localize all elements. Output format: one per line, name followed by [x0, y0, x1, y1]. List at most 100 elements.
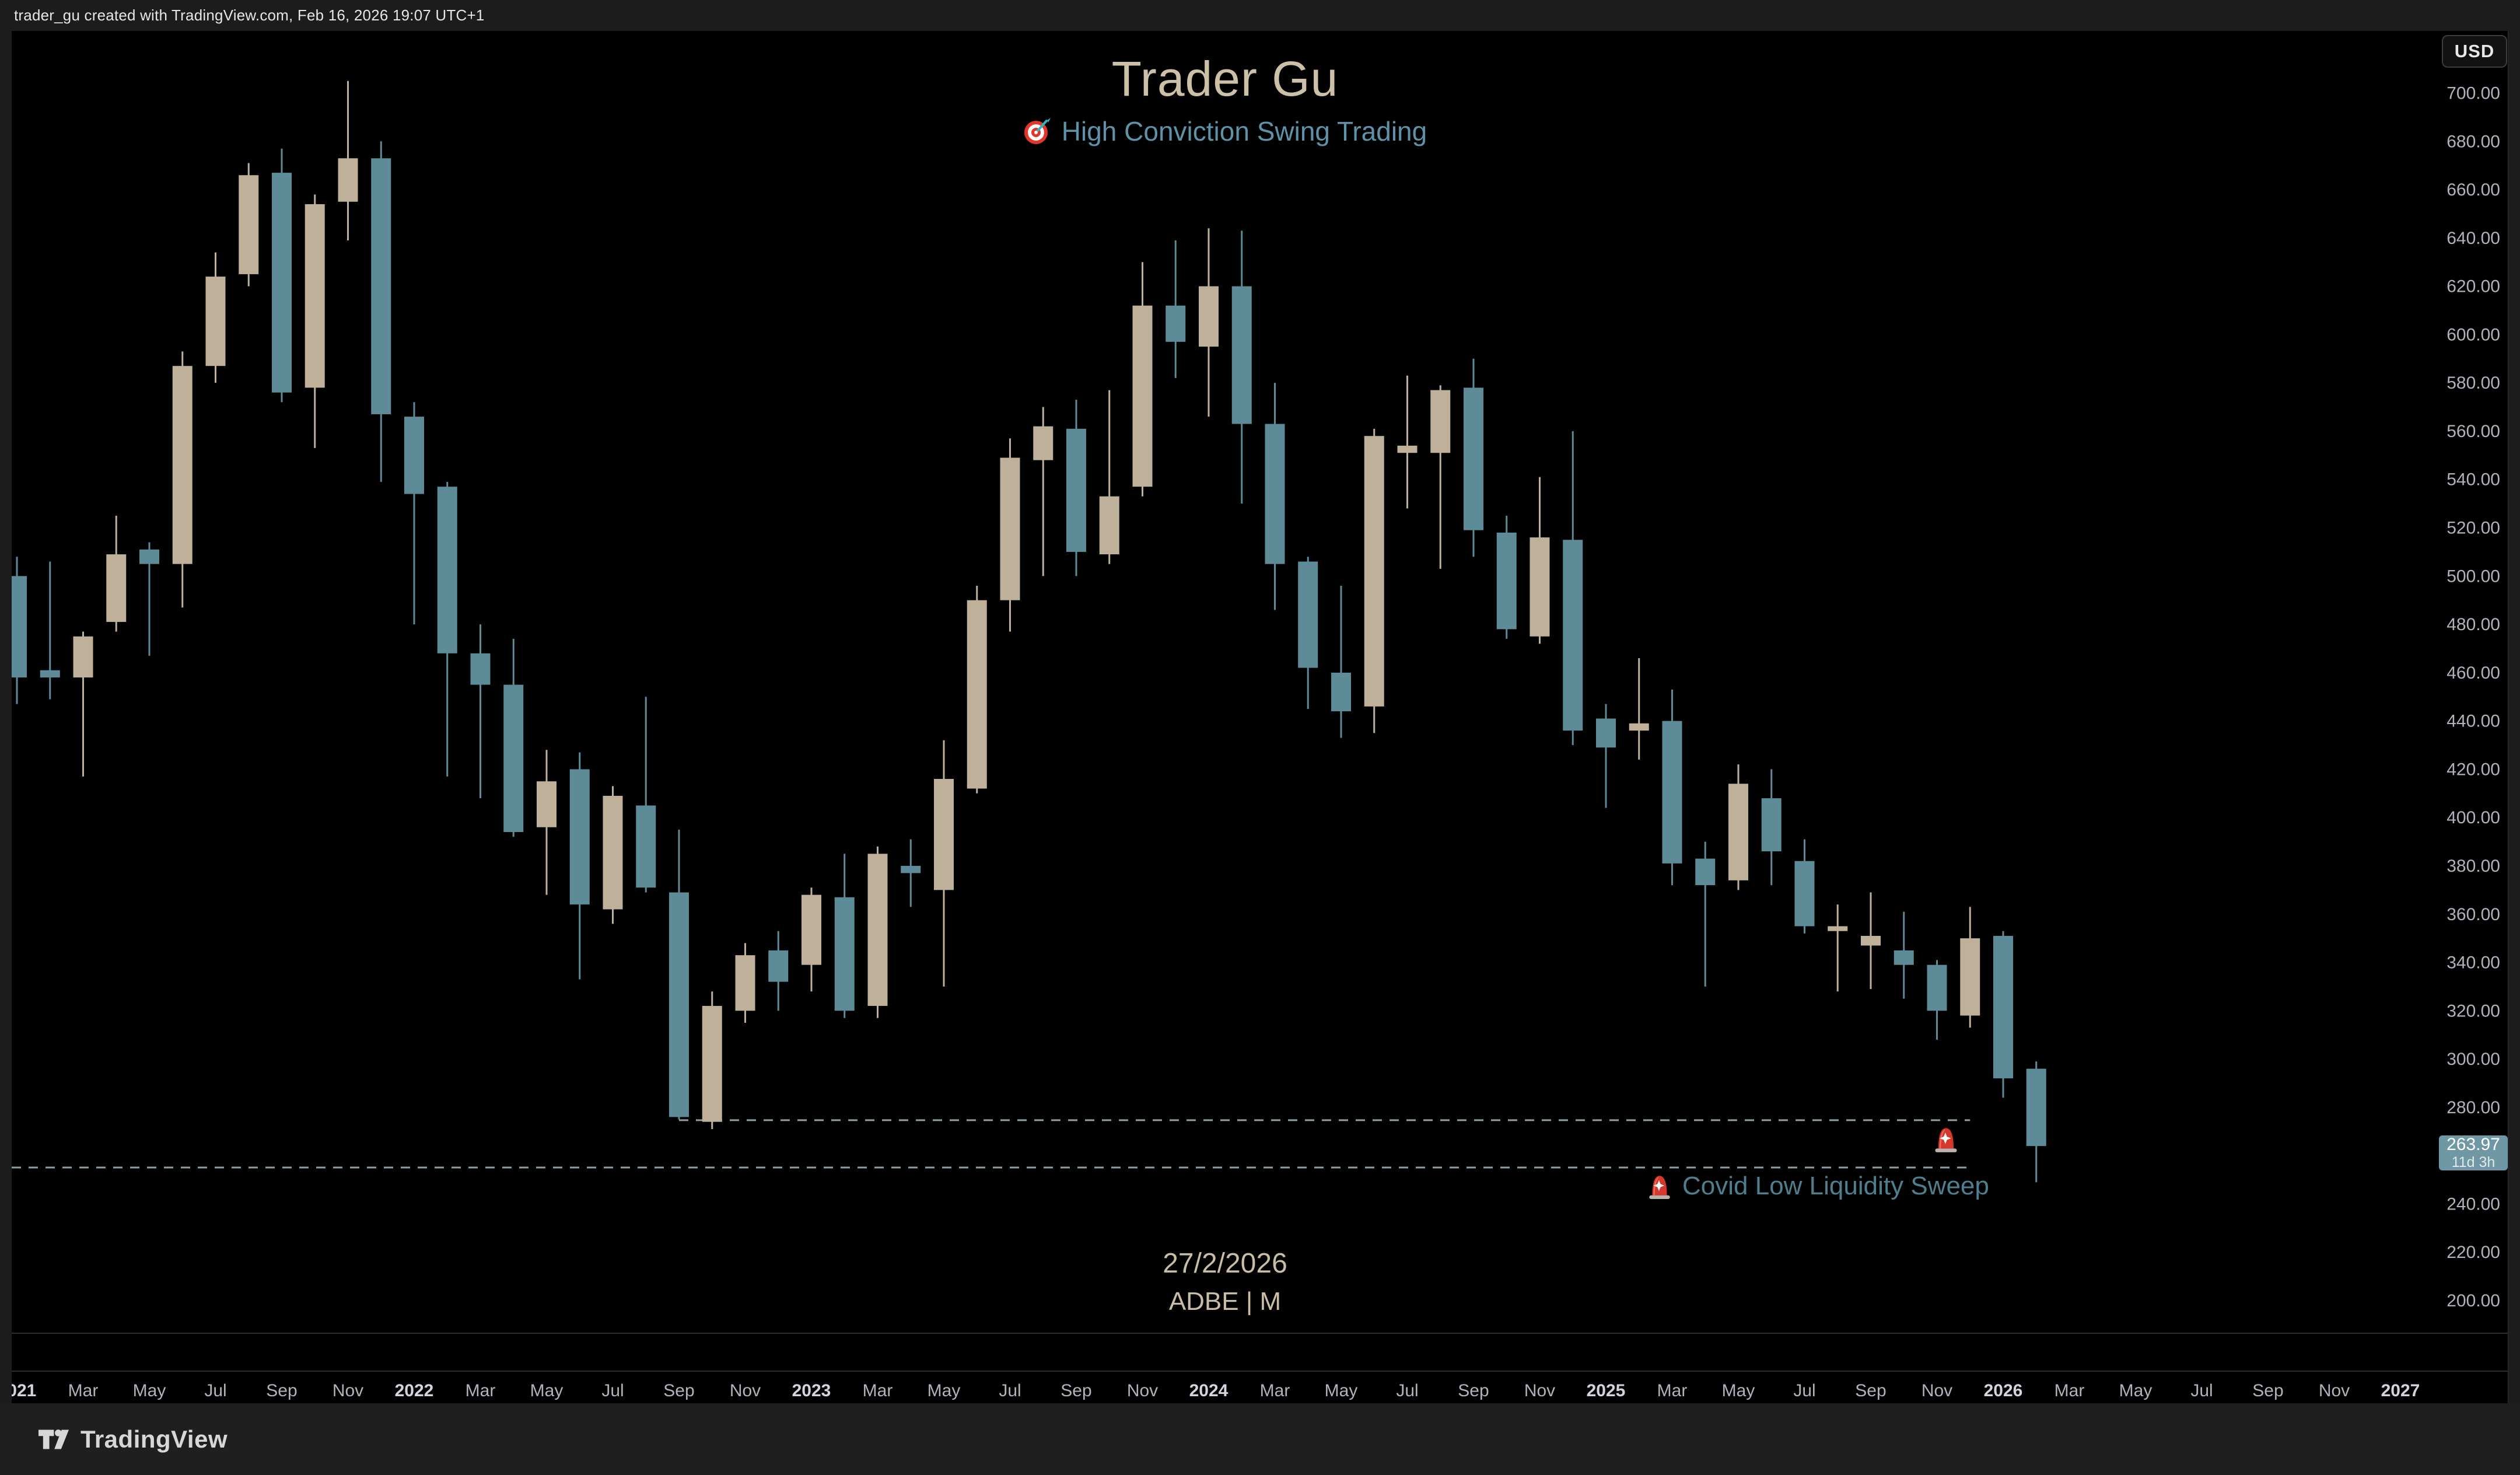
price-tick: 640.00: [2446, 229, 2500, 248]
candle: [1629, 658, 1649, 760]
candle: [1993, 931, 2013, 1098]
time-tick: 2027: [2381, 1381, 2420, 1400]
footer-bar: TradingView: [0, 1403, 2520, 1475]
candle: [1231, 230, 1252, 504]
time-tick: Mar: [1657, 1381, 1688, 1400]
candle: [304, 194, 325, 448]
price-tick: 200.00: [2446, 1291, 2500, 1310]
candle: [802, 887, 821, 992]
price-tick: 520.00: [2446, 519, 2500, 538]
candles: [12, 81, 2046, 1183]
time-tick: Nov: [1524, 1381, 1555, 1400]
time-tick: Sep: [1458, 1381, 1489, 1400]
time-tick: Nov: [1127, 1381, 1158, 1400]
tradingview-logo-icon: [38, 1427, 69, 1452]
time-tick: Nov: [2319, 1381, 2350, 1400]
candle: [272, 148, 292, 403]
candle: [437, 481, 457, 777]
price-tick: 220.00: [2446, 1243, 2500, 1262]
time-tick: Jul: [999, 1381, 1021, 1400]
candle: [1927, 960, 1947, 1040]
price-tick: 540.00: [2446, 470, 2500, 490]
currency-toggle-button[interactable]: USD: [2442, 35, 2507, 68]
time-tick: 2025: [1587, 1381, 1626, 1400]
watermark-date: 27/2/2026: [1163, 1248, 1287, 1279]
candle: [702, 991, 722, 1130]
time-tick: Jul: [2190, 1381, 2213, 1400]
candle: [371, 141, 391, 482]
candle: [106, 515, 127, 632]
time-tick: Jul: [1793, 1381, 1815, 1400]
covid-low-annotation: Covid Low Liquidity Sweep: [1647, 1172, 1989, 1201]
time-tick: Mar: [2054, 1381, 2085, 1400]
candle: [1828, 904, 1848, 992]
time-tick: Jul: [1396, 1381, 1418, 1400]
candle: [1199, 228, 1219, 417]
bar-countdown: 11d 3h: [2451, 1154, 2496, 1170]
candle: [1960, 907, 1980, 1028]
candle: [537, 750, 556, 895]
annotation-text: Covid Low Liquidity Sweep: [1682, 1172, 1989, 1200]
time-tick: Mar: [466, 1381, 496, 1400]
time-tick: 2026: [1984, 1381, 2023, 1400]
price-tick: 320.00: [2446, 1001, 2500, 1020]
price-tick: 440.00: [2446, 712, 2500, 731]
candle: [1099, 390, 1119, 564]
watermark-symbol: ADBE | M: [1168, 1287, 1282, 1316]
last-price-label: 263.97 11d 3h: [2439, 1135, 2508, 1170]
price-tick: 660.00: [2446, 180, 2500, 200]
price-tick: 560.00: [2446, 422, 2500, 441]
candle: [1761, 769, 1782, 886]
candle: [1298, 557, 1318, 709]
price-tick: 500.00: [2446, 567, 2500, 586]
time-tick: Sep: [1060, 1381, 1091, 1400]
siren-icon: [1647, 1173, 1672, 1200]
time-tick: Sep: [663, 1381, 694, 1400]
candle: [768, 931, 789, 1011]
price-tick: 420.00: [2446, 760, 2500, 779]
candle: [867, 846, 888, 1018]
candle: [470, 624, 491, 799]
candle: [1265, 383, 1285, 610]
time-tick: 2024: [1189, 1381, 1228, 1400]
candle: [1066, 400, 1086, 576]
time-tick: Jul: [204, 1381, 226, 1400]
candle: [1496, 515, 1517, 639]
last-price-value: 263.97: [2446, 1135, 2500, 1154]
price-tick: 400.00: [2446, 808, 2500, 827]
price-tick: 680.00: [2446, 132, 2500, 151]
candle: [1464, 358, 1483, 557]
candle: [1331, 585, 1351, 738]
candle: [603, 786, 623, 924]
siren-icon: [1933, 1125, 1959, 1156]
price-tick: 620.00: [2446, 277, 2500, 296]
attribution-text: trader_gu created with TradingView.com, …: [14, 6, 485, 24]
candle: [1662, 689, 1682, 886]
time-tick: Nov: [332, 1381, 363, 1400]
chart-frame-right: [2508, 31, 2520, 1403]
time-tick: May: [133, 1381, 166, 1400]
candle: [205, 252, 226, 383]
price-tick: 340.00: [2446, 953, 2500, 973]
time-tick: 2022: [395, 1381, 434, 1400]
price-tick: 600.00: [2446, 325, 2500, 344]
time-tick: Mar: [68, 1381, 99, 1400]
page-title: Trader Gu: [1111, 51, 1339, 106]
candle: [1596, 704, 1616, 808]
candle: [338, 81, 358, 240]
candle: [1430, 385, 1451, 569]
price-tick: 240.00: [2446, 1194, 2500, 1214]
price-tick: 480.00: [2446, 615, 2500, 634]
candle: [834, 854, 855, 1018]
candle: [1695, 841, 1716, 987]
tradingview-link[interactable]: TradingView: [38, 1425, 228, 1453]
candle: [1894, 911, 1914, 999]
time-axis[interactable]: 2021 Mar May Jul Sep Nov 2022 Mar May Jul Sep Nov 20…: [0, 1381, 2420, 1400]
candle: [503, 638, 524, 837]
price-tick: 460.00: [2446, 663, 2500, 683]
price-axis[interactable]: 700.00 680.00 660.00 640.00 620.00 600.00 580.…: [2446, 84, 2500, 1311]
candle: [669, 829, 689, 1120]
time-tick: Mar: [863, 1381, 893, 1400]
candle: [73, 631, 93, 777]
